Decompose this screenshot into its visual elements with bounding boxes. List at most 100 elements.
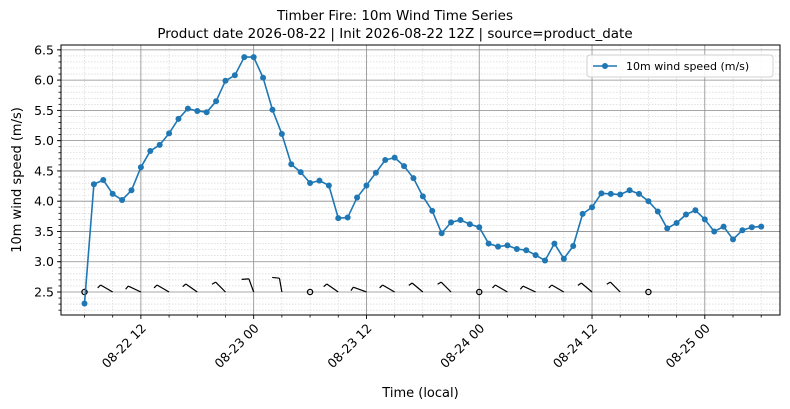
- data-point: [532, 252, 539, 259]
- barb-half-flag: [379, 284, 383, 289]
- barb-half-flag: [437, 281, 442, 285]
- legend-marker: [602, 63, 608, 69]
- data-point: [683, 211, 690, 218]
- y-tick-label: 3.5: [34, 224, 54, 239]
- barb-shaft: [127, 285, 142, 293]
- chart-title: Timber Fire: 10m Wind Time Series: [276, 8, 514, 24]
- barb-shaft: [551, 284, 565, 293]
- data-point: [269, 106, 276, 113]
- data-point: [344, 214, 351, 221]
- data-point: [410, 175, 417, 182]
- data-point: [429, 207, 436, 214]
- barb-flag: [272, 276, 280, 279]
- data-point: [579, 210, 586, 217]
- legend: 10m wind speed (m/s): [586, 54, 774, 78]
- data-point: [119, 196, 126, 203]
- minor-grid: [61, 45, 780, 315]
- data-point: [438, 230, 445, 237]
- data-point: [166, 130, 173, 137]
- data-point: [175, 115, 182, 122]
- x-tick-label: 08-25 00: [663, 320, 713, 370]
- data-point: [626, 187, 633, 194]
- barb-shaft: [609, 281, 621, 293]
- wind-barb: [153, 284, 170, 293]
- barb-shaft: [100, 284, 113, 293]
- wind-barb: [97, 284, 113, 293]
- data-point: [560, 255, 567, 262]
- data-point: [401, 163, 408, 170]
- calm-circle: [306, 288, 314, 296]
- data-point: [184, 105, 191, 112]
- barb-shaft: [248, 278, 255, 293]
- data-point: [730, 236, 737, 243]
- data-point: [372, 169, 379, 176]
- data-point: [382, 157, 389, 164]
- barb-flag: [241, 278, 249, 280]
- data-point: [748, 224, 755, 231]
- x-tick-label: 08-24 12: [550, 321, 600, 371]
- data-point: [701, 216, 708, 223]
- barb-shaft: [522, 285, 536, 293]
- wind-barb: [241, 278, 255, 293]
- barb-half-flag: [350, 286, 354, 291]
- legend-box: [586, 54, 774, 78]
- data-point: [551, 240, 558, 247]
- y-tick-label: 6.0: [34, 73, 54, 88]
- data-point: [589, 204, 596, 211]
- series-layer: [81, 54, 765, 307]
- data-point: [457, 216, 464, 223]
- data-point: [476, 224, 483, 231]
- data-point: [222, 77, 229, 84]
- data-point: [570, 242, 577, 249]
- plot-frame: [60, 44, 781, 316]
- barb-shaft: [215, 281, 226, 293]
- barb-half-flag: [211, 281, 216, 285]
- data-point: [194, 107, 201, 114]
- data-point: [673, 219, 680, 226]
- barb-shaft: [185, 283, 198, 293]
- data-point: [485, 240, 492, 247]
- barb-shaft: [580, 282, 593, 293]
- data-point: [241, 54, 248, 61]
- y-tick-label: 5.0: [34, 133, 54, 148]
- wind-barb: [645, 288, 652, 296]
- y-tick-label: 5.5: [34, 103, 54, 118]
- y-tick-label: 4.5: [34, 163, 54, 178]
- wind-barb: [492, 284, 508, 293]
- wind-barb: [379, 284, 395, 293]
- data-point: [692, 207, 699, 214]
- data-point: [645, 198, 652, 205]
- data-point: [307, 180, 314, 187]
- barb-half-flag: [125, 285, 129, 290]
- y-axis-label: 10m wind speed (m/s): [10, 107, 25, 253]
- data-point: [617, 191, 624, 198]
- chart-subtitle: Product date 2026-08-22 | Init 2026-08-2…: [157, 26, 633, 42]
- data-point: [90, 181, 97, 188]
- wind-barb: [606, 281, 621, 293]
- axes: 2.5 3.0 3.5 4.0 4.5 5.0 5.5 6.0 6.5 08-22 12 08-23…: [34, 42, 762, 371]
- data-point: [100, 177, 107, 183]
- data-point: [363, 182, 370, 189]
- wind-barbs: [81, 276, 652, 296]
- wind-barb: [350, 286, 367, 293]
- data-point: [335, 215, 342, 222]
- data-point: [720, 223, 727, 230]
- data-point: [419, 193, 426, 200]
- barb-shaft: [326, 283, 339, 293]
- data-point: [316, 177, 323, 184]
- data-point: [297, 169, 304, 176]
- wind-barb: [437, 281, 452, 293]
- data-point: [513, 246, 520, 253]
- data-point: [448, 219, 455, 226]
- x-tick-label: 08-23 00: [211, 320, 261, 370]
- data-point: [260, 74, 267, 81]
- wind-barb: [408, 282, 424, 293]
- data-point: [711, 228, 718, 235]
- barb-half-flag: [182, 283, 187, 288]
- data-point: [325, 182, 332, 189]
- barb-shaft: [440, 281, 452, 293]
- barb-half-flag: [153, 284, 158, 289]
- data-point: [739, 227, 746, 234]
- barb-half-flag: [492, 284, 496, 289]
- data-point: [147, 147, 154, 154]
